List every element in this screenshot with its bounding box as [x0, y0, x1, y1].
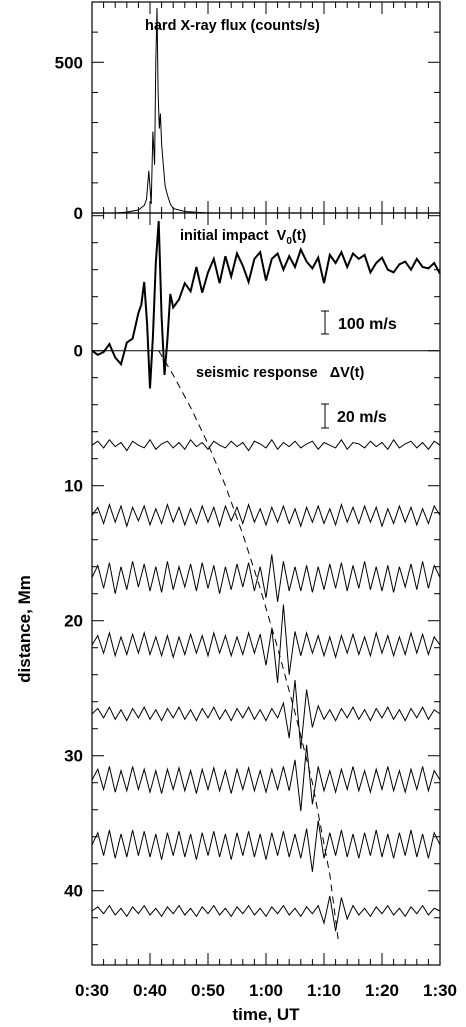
top-panel-ticks — [91, 1, 441, 214]
impact-symbol: V — [277, 228, 287, 244]
x-tick-label: 1:10 — [307, 981, 341, 1000]
bottom-panel-y-tick-labels: 0 10 20 30 40 — [64, 342, 83, 901]
x-tick-label: 0:30 — [75, 981, 109, 1000]
impact-scale-label: 100 m/s — [338, 316, 397, 333]
seismic-trace — [91, 604, 441, 683]
xray-panel-title: hard X-ray flux (counts/s) — [145, 18, 320, 34]
impact-argument: (t) — [292, 228, 307, 244]
seismic-symbol: ΔV(t) — [330, 365, 365, 381]
initial-impact-trace — [91, 221, 441, 389]
y-tick-label: 0 — [74, 342, 83, 361]
seismic-trace — [91, 895, 441, 932]
xray-flux-line — [92, 7, 440, 214]
initial-impact-label: initial impact V0(t) — [180, 228, 307, 247]
seismic-trace — [91, 744, 441, 812]
x-tick-label: 0:50 — [191, 981, 225, 1000]
x-tick-label: 1:30 — [423, 981, 457, 1000]
impact-scale-bar — [321, 310, 329, 335]
y-tick-label: 10 — [64, 477, 83, 496]
seismic-scale-bar — [321, 403, 329, 429]
seismic-trace — [91, 502, 441, 528]
y-tick-label: 500 — [55, 53, 83, 72]
x-tick-label: 1:20 — [365, 981, 399, 1000]
x-tick-label: 0:40 — [133, 981, 167, 1000]
seismic-trace — [91, 820, 441, 872]
seismic-response-label: seismic response ΔV(t) — [196, 365, 364, 381]
y-tick-label: 0 — [74, 204, 83, 223]
y-tick-label: 40 — [64, 882, 83, 901]
impact-label-text: initial impact — [180, 228, 269, 244]
seismic-scale-label: 20 m/s — [337, 409, 387, 426]
x-axis-title: time, UT — [232, 1005, 300, 1024]
top-panel: 0 500 hard X-ray flux (counts/s) — [55, 1, 441, 223]
x-tick-label: 1:00 — [249, 981, 283, 1000]
x-axis-tick-labels: 0:30 0:40 0:50 1:00 1:10 1:20 1:30 — [75, 981, 457, 1000]
bottom-panel-ticks — [91, 213, 441, 965]
seismic-trace — [91, 438, 441, 452]
y-tick-label: 20 — [64, 612, 83, 631]
y-tick-label: 30 — [64, 747, 83, 766]
wavefront-dashed-line — [158, 350, 339, 943]
seismic-label-text: seismic response — [196, 365, 318, 381]
y-axis-title: distance, Mm — [15, 575, 34, 683]
seismic-traces — [91, 438, 441, 932]
seismic-trace — [91, 680, 441, 750]
seismic-trace — [91, 554, 441, 602]
impact-subscript: 0 — [286, 236, 292, 247]
top-panel-y-tick-labels: 0 500 — [55, 53, 83, 223]
